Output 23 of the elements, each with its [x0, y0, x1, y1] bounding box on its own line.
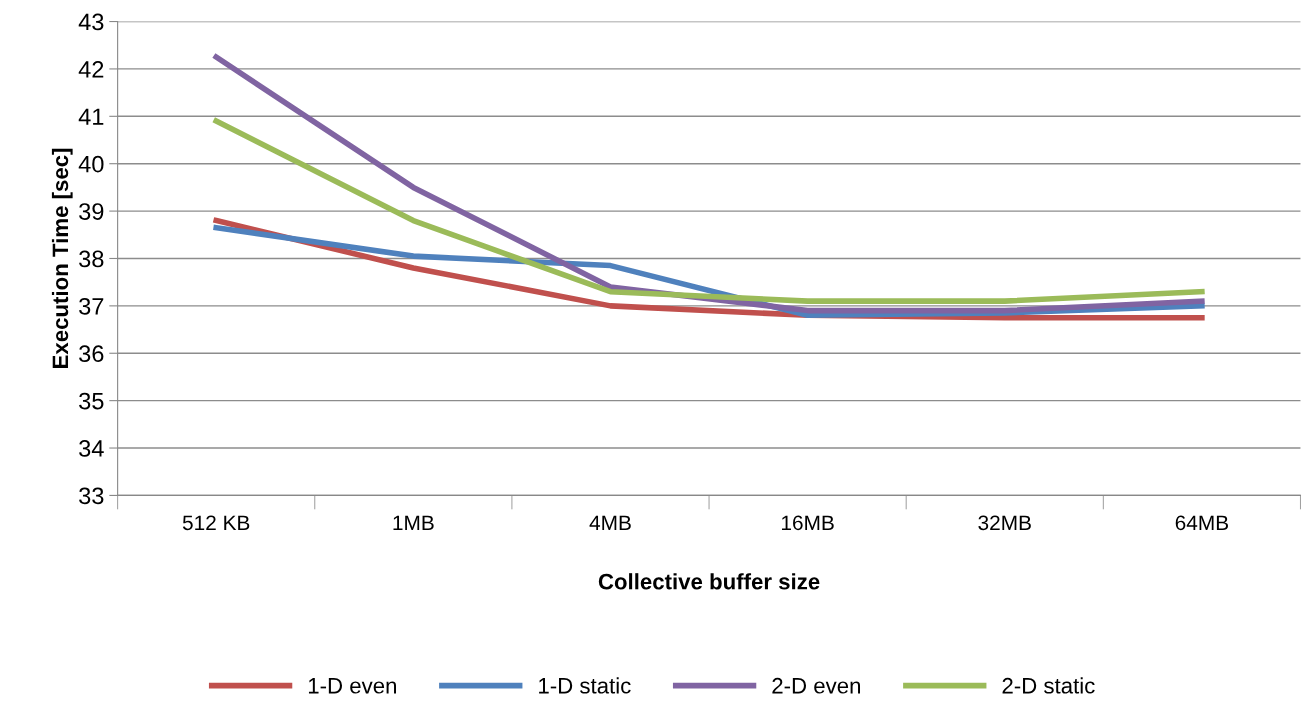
x-tick-label: 16MB — [782, 515, 834, 531]
x-tick-label: 32MB — [978, 515, 1031, 531]
x-axis-title: Collective buffer size — [598, 573, 820, 590]
legend-label: 1-D even — [308, 678, 396, 694]
y-tick-label: 43 — [78, 13, 104, 31]
x-tick-label: 1MB — [393, 515, 434, 530]
y-tick-label: 36 — [79, 345, 104, 363]
x-tick-label: 4MB — [589, 515, 631, 530]
y-tick-label: 35 — [79, 392, 104, 410]
y-tick-label: 34 — [79, 440, 104, 457]
y-tick-label: 41 — [78, 108, 104, 125]
y-tick-label: 38 — [79, 250, 104, 268]
y-tick-label: 39 — [79, 203, 104, 220]
y-tick-label: 37 — [79, 297, 104, 315]
legend-label: 1-D static — [539, 677, 631, 694]
legend-label: 2-D static — [1002, 677, 1095, 694]
y-axis-title: Execution Time [sec] — [51, 148, 73, 368]
y-tick-label: 40 — [78, 155, 104, 173]
legend-label: 2-D even — [772, 677, 860, 694]
y-tick-label: 42 — [78, 61, 104, 78]
y-tick-label: 33 — [79, 487, 104, 505]
x-tick-label: 512 KB — [182, 515, 250, 531]
x-tick-label: 64MB — [1175, 515, 1229, 531]
